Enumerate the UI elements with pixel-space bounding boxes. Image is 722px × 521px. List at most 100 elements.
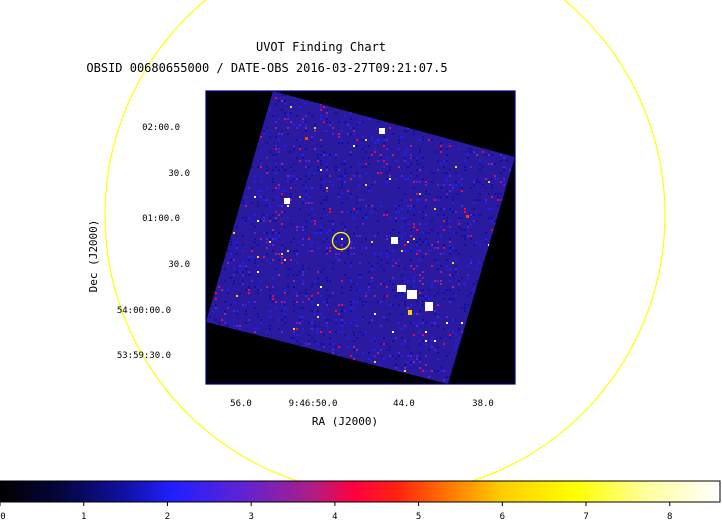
noise-pixel: [440, 283, 442, 285]
noise-pixel: [437, 325, 439, 327]
noise-pixel: [443, 244, 445, 246]
noise-pixel: [491, 154, 493, 156]
noise-pixel: [242, 199, 244, 201]
noise-pixel: [398, 259, 400, 261]
noise-pixel: [413, 205, 415, 207]
noise-pixel: [449, 247, 451, 249]
noise-pixel: [248, 289, 250, 291]
noise-pixel: [407, 223, 409, 225]
source: [425, 302, 433, 311]
noise-pixel: [260, 280, 262, 282]
noise-pixel: [386, 211, 388, 213]
noise-pixel: [350, 289, 352, 291]
noise-pixel: [263, 196, 265, 198]
noise-pixel: [434, 340, 436, 342]
noise-pixel: [410, 229, 412, 231]
noise-pixel: [431, 139, 433, 141]
noise-pixel: [344, 244, 346, 246]
noise-pixel: [407, 178, 409, 180]
noise-pixel: [323, 208, 325, 210]
noise-pixel: [479, 199, 481, 201]
noise-pixel: [317, 229, 319, 231]
noise-pixel: [425, 238, 427, 240]
noise-pixel: [308, 250, 310, 252]
noise-pixel: [377, 172, 379, 174]
noise-pixel: [401, 337, 403, 339]
noise-pixel: [443, 298, 445, 300]
noise-pixel: [251, 256, 253, 258]
noise-pixel: [368, 118, 370, 120]
noise-pixel: [263, 199, 265, 201]
noise-pixel: [230, 304, 232, 306]
noise-pixel: [326, 118, 328, 120]
noise-pixel: [410, 352, 412, 354]
noise-pixel: [284, 211, 286, 213]
noise-pixel: [284, 145, 286, 147]
noise-pixel: [398, 355, 400, 357]
noise-pixel: [341, 280, 343, 282]
noise-pixel: [443, 160, 445, 162]
noise-pixel: [266, 142, 268, 144]
noise-pixel: [332, 229, 334, 231]
noise-pixel: [353, 145, 355, 147]
noise-pixel: [329, 229, 331, 231]
noise-pixel: [449, 175, 451, 177]
noise-pixel: [353, 217, 355, 219]
noise-pixel: [293, 337, 295, 339]
noise-pixel: [380, 343, 382, 345]
noise-pixel: [341, 292, 343, 294]
noise-pixel: [386, 148, 388, 150]
noise-pixel: [347, 142, 349, 144]
noise-pixel: [269, 244, 271, 246]
noise-pixel: [350, 127, 352, 129]
noise-pixel: [353, 253, 355, 255]
noise-pixel: [503, 157, 505, 159]
noise-pixel: [314, 127, 316, 129]
noise-pixel: [362, 217, 364, 219]
noise-pixel: [257, 271, 259, 273]
noise-pixel: [305, 160, 307, 162]
noise-pixel: [452, 274, 454, 276]
noise-pixel: [371, 139, 373, 141]
noise-pixel: [389, 169, 391, 171]
noise-pixel: [410, 199, 412, 201]
noise-pixel: [248, 301, 250, 303]
noise-pixel: [356, 211, 358, 213]
noise-pixel: [224, 301, 226, 303]
noise-pixel: [479, 163, 481, 165]
noise-pixel: [401, 238, 403, 240]
noise-pixel: [248, 259, 250, 261]
noise-pixel: [320, 313, 322, 315]
noise-pixel: [410, 358, 412, 360]
noise-pixel: [395, 295, 397, 297]
noise-pixel: [452, 319, 454, 321]
noise-pixel: [419, 181, 421, 183]
noise-pixel: [230, 277, 232, 279]
noise-pixel: [350, 253, 352, 255]
noise-pixel: [380, 205, 382, 207]
noise-pixel: [278, 259, 280, 261]
noise-pixel: [446, 376, 448, 378]
noise-pixel: [323, 130, 325, 132]
noise-pixel: [353, 307, 355, 309]
noise-pixel: [338, 136, 340, 138]
noise-pixel: [350, 193, 352, 195]
noise-pixel: [452, 364, 454, 366]
noise-pixel: [281, 163, 283, 165]
noise-pixel: [248, 187, 250, 189]
colorbar-tick-label: 0: [0, 512, 5, 521]
noise-pixel: [326, 250, 328, 252]
noise-pixel: [419, 292, 421, 294]
noise-pixel: [425, 223, 427, 225]
noise-pixel: [362, 166, 364, 168]
noise-pixel: [311, 322, 313, 324]
noise-pixel: [323, 106, 325, 108]
noise-pixel: [392, 259, 394, 261]
noise-pixel: [338, 253, 340, 255]
noise-pixel: [410, 286, 412, 288]
noise-pixel: [410, 235, 412, 237]
noise-pixel: [347, 337, 349, 339]
noise-pixel: [401, 280, 403, 282]
noise-pixel: [392, 355, 394, 357]
